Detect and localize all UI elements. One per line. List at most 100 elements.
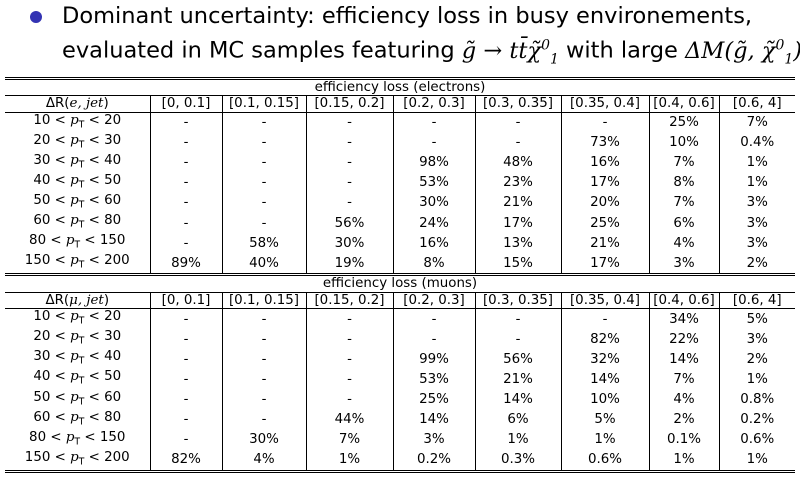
table-cell: 25% [561,213,650,234]
pt-range-label: 50 < pT < 60 [5,193,151,214]
table-cell: 7% [649,152,720,174]
table-cell: - [393,329,476,350]
table-cell: - [150,173,223,194]
table-cell: 0.1% [649,429,720,450]
table-cell: 14% [561,369,650,390]
table-cell: 10% [561,389,650,410]
header-text: Dominant uncertainty: efficiency loss in… [62,2,800,67]
section-title-row: efficiency loss (muons) [5,273,795,293]
table-cell: 3% [746,195,768,211]
table-cell: 2% [746,351,768,367]
table-cell: - [306,132,394,153]
table-cell: 8% [649,173,720,194]
table-cell: 82% [150,449,223,473]
delta-r-header: ΔR(μ, jet) [5,292,151,310]
table-cell: 15% [475,253,562,275]
table-cell: 30% [306,233,394,254]
table-row: 50 < pT < 60- - -25% 14% 10% 4% 0.8% [5,389,795,410]
table-cell: 2% [649,409,720,430]
table-cell: - [306,173,394,194]
table-cell: 16% [561,152,650,174]
table-cell: 7% [746,115,768,131]
table-cell: 24% [393,213,476,234]
header-line-2: evaluated in MC samples featuring g̃ → t… [62,31,800,67]
table-cell: 73% [561,132,650,153]
table-row: 40 < pT < 50- - -53% 21% 14% 7% 1% [5,369,795,390]
header-line-2-mid: with large [558,37,686,64]
table-cell: 8% [393,253,476,275]
table-cell: - [561,308,650,330]
table-row: 20 < pT < 30- - - - -73% 10% 0.4% [5,132,795,153]
table-cell: 44% [306,409,394,430]
table-cell: 0.3% [475,449,562,473]
pt-range-label: 60 < pT < 80 [5,409,151,430]
column-header: [0.3, 0.35] [475,292,562,310]
table-cell: - [150,329,223,350]
table-cell: 1% [746,371,768,387]
table-cell: 3% [746,215,768,231]
table-cell: - [150,193,223,214]
table-cell: - [150,389,223,410]
table-cell: 34% [649,308,720,330]
table-cell: - [222,193,307,214]
table-cell: 5% [746,311,768,327]
decay-formula: g̃ → tt̄χ̃01 [461,37,559,67]
table-cell: - [150,308,223,330]
table-cell: 1% [746,155,768,171]
table-cell: - [150,152,223,174]
efficiency-loss-table: efficiency loss (electrons) ΔR(e, jet) [0,… [5,76,795,473]
table-cell: 17% [561,253,650,275]
column-header: [0.4, 0.6] [649,95,720,113]
table-cell: 21% [475,369,562,390]
table-cell: 7% [306,429,394,450]
decay-products: tt̄χ̃ [509,37,542,64]
table-row: 10 < pT < 20- - - - - -25% 7% [5,112,795,133]
table-row: 30 < pT < 40- - -99% 56% 32% 14% 2% [5,349,795,370]
bullet-point [30,11,42,23]
table-cell: - [306,329,394,350]
column-header: [0.15, 0.2] [306,292,394,310]
table-cell: 30% [393,193,476,214]
table-cell: - [475,329,562,350]
table-cell: 56% [306,213,394,234]
table-row: 150 < pT < 200 82% 4% 1% 0.2% 0.3% 0.6% 1% 1% [5,449,795,473]
table-cell: - [393,132,476,153]
column-header: [0.6, 4] [719,292,795,310]
table-row: 60 < pT < 80- -44% 14% 6% 5% 2% 0.2% [5,409,795,430]
section-title: efficiency loss (electrons) [5,76,795,97]
table-cell: - [150,429,223,450]
pt-range-label: 40 < pT < 50 [5,173,151,194]
table-cell: 4% [649,389,720,410]
table-cell: - [150,233,223,254]
table-cell: 23% [475,173,562,194]
table-cell: 25% [393,389,476,410]
mass-splitting-formula: ΔM(g̃, χ̃01) [685,37,800,67]
table-cell: - [306,112,394,133]
column-header: [0.2, 0.3] [393,95,476,113]
table-cell: 0.8% [740,391,775,407]
column-header: [0.35, 0.4] [561,95,650,113]
arrow-symbol: → [483,37,503,64]
table-cell: 13% [475,233,562,254]
table-row: 30 < pT < 40- - -98% 48% 16% 7% 1% [5,152,795,174]
pt-range-label: 40 < pT < 50 [5,369,151,390]
header-line-1: Dominant uncertainty: efficiency loss in… [62,3,753,29]
delta-r-header: ΔR(e, jet) [5,95,151,113]
table-cell: - [222,213,307,234]
table-cell: 5% [561,409,650,430]
table-cell: - [475,132,562,153]
table-cell: - [222,409,307,430]
table-cell: - [561,112,650,133]
table-cell: 40% [222,253,307,275]
pt-range-label: 20 < pT < 30 [5,329,151,350]
table-cell: 0.2% [393,449,476,473]
table-cell: - [306,152,394,174]
pt-range-label: 80 < pT < 150 [5,429,151,450]
table-cell: 6% [649,213,720,234]
table-cell: 17% [561,173,650,194]
header-line-2-prefix: evaluated in MC samples featuring [62,37,462,64]
section-title-row: efficiency loss (electrons) [5,76,795,97]
table-cell: - [306,193,394,214]
table-cell: 3% [393,429,476,450]
column-header: [0.4, 0.6] [649,292,720,310]
